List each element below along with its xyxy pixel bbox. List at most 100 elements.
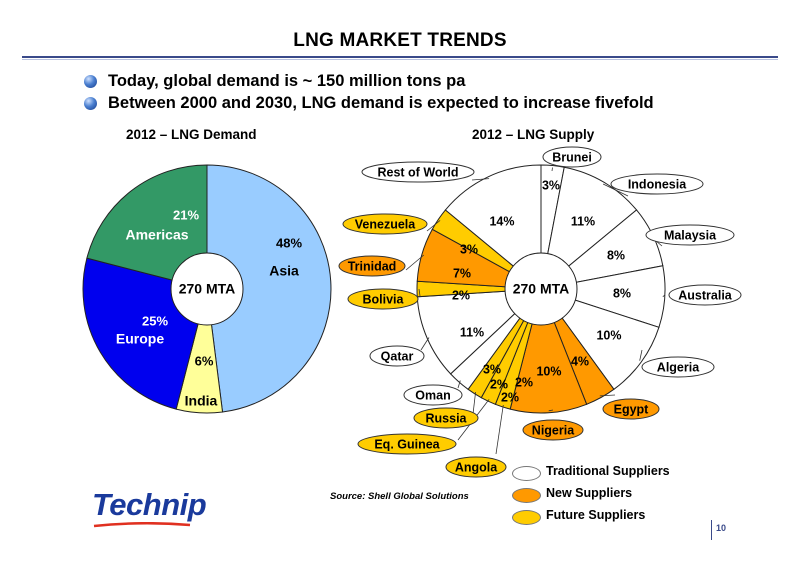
donut-hole	[170, 252, 244, 326]
bullet-icon	[84, 97, 97, 110]
legend-label: Traditional Suppliers	[546, 464, 670, 478]
data-label-algeria: 10%	[596, 328, 621, 342]
page-number: 10	[716, 523, 727, 533]
data-label-venezuela: 3%	[460, 242, 478, 256]
leader-line-egypt	[599, 394, 616, 397]
demand-chart-title: 2012 – LNG Demand	[126, 127, 257, 142]
data-label-americas: 21%	[173, 207, 199, 222]
data-label-russia: 2%	[490, 377, 508, 391]
page-number-bar	[711, 520, 712, 540]
slice-name-egypt: Egypt	[614, 402, 650, 416]
bullet-item: Today, global demand is ~ 150 million to…	[84, 70, 654, 92]
slice-name-indonesia: Indonesia	[628, 177, 687, 191]
leader-line-indonesia	[602, 183, 629, 197]
data-label-qatar: 11%	[460, 325, 484, 339]
data-label-brunei: 3%	[542, 178, 560, 192]
data-label-indonesia: 11%	[571, 214, 595, 228]
pie-slice-rest-of-world	[444, 164, 542, 291]
data-label-india: 6%	[195, 353, 214, 368]
legend-label: New Suppliers	[546, 486, 633, 500]
bullet-item: Between 2000 and 2030, LNG demand is exp…	[84, 92, 654, 114]
bullet-text: Between 2000 and 2030, LNG demand is exp…	[108, 94, 654, 112]
slice-name-asia: Asia	[269, 263, 299, 279]
technip-logo: Technip	[92, 487, 207, 522]
slice-name-nigeria: Nigeria	[532, 423, 575, 437]
legend-swatch	[512, 510, 541, 525]
slice-name-venezuela: Venezuela	[355, 217, 416, 231]
slice-name-malaysia: Malaysia	[664, 228, 717, 242]
supply-pie-chart: Brunei 3% Indonesia 11% Malaysia 8% Australia 8…	[338, 146, 742, 478]
slice-name-algeria: Algeria	[657, 360, 700, 374]
pie-slice-indonesia	[540, 166, 638, 291]
pie-slice-americas	[86, 164, 208, 290]
callout-angola	[445, 456, 507, 478]
callout-rest-of-world	[361, 161, 475, 183]
data-label-oman: 3%	[483, 362, 501, 376]
legend-swatch	[512, 466, 541, 481]
leader-line-bolivia	[418, 288, 421, 297]
legend-swatch	[512, 488, 541, 503]
leader-line-brunei	[551, 167, 553, 172]
callout-eq-guinea	[357, 433, 457, 455]
bullet-list: Today, global demand is ~ 150 million to…	[84, 70, 654, 114]
leader-line-algeria	[639, 349, 643, 361]
callout-russia	[413, 407, 479, 429]
callout-egypt	[602, 398, 660, 420]
slice-name-europe: Europe	[116, 331, 164, 347]
logo-swoosh-icon	[93, 522, 191, 528]
slice-name-rest-of-world: Rest of World	[377, 165, 458, 179]
data-label-malaysia: 8%	[607, 248, 625, 262]
data-label-australia: 8%	[613, 286, 631, 300]
callout-nigeria	[522, 419, 584, 441]
page-title: LNG MARKET TRENDS	[293, 30, 507, 51]
slice-name-russia: Russia	[426, 411, 468, 425]
bullet-text: Today, global demand is ~ 150 million to…	[108, 72, 466, 90]
pie-slice-asia	[206, 164, 332, 413]
data-label-egypt: 4%	[571, 354, 589, 368]
slice-name-trinidad: Trinidad	[348, 259, 397, 273]
leader-line-oman	[457, 380, 461, 389]
slice-name-qatar: Qatar	[381, 349, 414, 363]
slice-name-americas: Americas	[125, 227, 188, 243]
source-note: Source: Shell Global Solutions	[330, 491, 469, 502]
data-label-europe: 25%	[142, 313, 168, 328]
callout-algeria	[641, 356, 715, 378]
center-label: 270 MTA	[513, 281, 570, 297]
callout-malaysia	[645, 224, 735, 246]
data-label-bolivia: 2%	[452, 288, 470, 302]
title-rule	[22, 56, 778, 58]
slice-name-oman: Oman	[415, 388, 450, 402]
donut-hole	[504, 252, 578, 326]
callout-trinidad	[338, 255, 406, 277]
data-label-nigeria: 10%	[536, 364, 561, 378]
callout-qatar	[369, 345, 425, 367]
data-label-eq-guinea: 2%	[515, 375, 533, 389]
legend-label: Future Suppliers	[546, 508, 646, 522]
callout-indonesia	[610, 173, 704, 195]
slice-name-brunei: Brunei	[552, 150, 592, 164]
slice-name-bolivia: Bolivia	[363, 292, 405, 306]
data-label-rest-of-world: 14%	[489, 214, 514, 228]
demand-pie-chart: 48% Asia 6% India 25% Europe 21% Americas 270 MT…	[82, 164, 332, 414]
callout-venezuela	[342, 213, 428, 235]
data-label-angola: 2%	[501, 390, 519, 404]
pie-slice-algeria	[539, 288, 660, 391]
slice-name-india: India	[185, 393, 218, 409]
leader-line-rest-of-world	[471, 178, 490, 181]
slice-name-angola: Angola	[455, 460, 498, 474]
leader-line-australia	[662, 294, 666, 298]
leader-line-russia	[472, 391, 476, 415]
pie-slice-nigeria	[509, 287, 588, 414]
data-label-asia: 48%	[276, 235, 302, 250]
leader-line-nigeria	[548, 409, 554, 412]
title-rule-shadow	[22, 59, 778, 60]
data-label-trinidad: 7%	[453, 266, 471, 280]
slice-name-eq-guinea: Eq. Guinea	[374, 437, 440, 451]
callout-bolivia	[347, 288, 419, 310]
slice-name-australia: Australia	[678, 288, 733, 302]
supply-chart-title: 2012 – LNG Supply	[472, 127, 595, 142]
callout-australia	[668, 284, 742, 306]
leader-line-angola	[495, 404, 504, 455]
callout-oman	[403, 384, 463, 406]
